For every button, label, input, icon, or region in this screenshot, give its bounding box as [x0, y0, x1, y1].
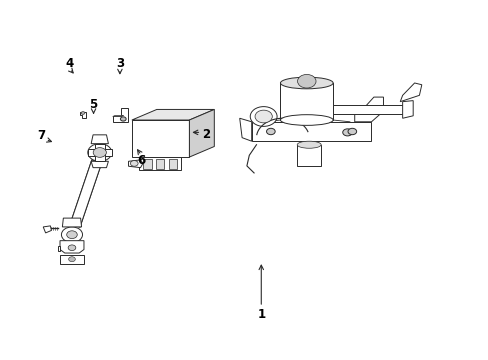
Polygon shape	[280, 83, 332, 120]
Polygon shape	[60, 255, 84, 264]
Polygon shape	[354, 97, 383, 122]
Polygon shape	[91, 135, 108, 144]
Polygon shape	[58, 246, 60, 251]
Polygon shape	[88, 149, 112, 156]
Ellipse shape	[280, 115, 332, 125]
Text: 6: 6	[137, 154, 145, 167]
Polygon shape	[168, 159, 177, 169]
Polygon shape	[43, 226, 51, 233]
Polygon shape	[139, 157, 181, 171]
Circle shape	[66, 231, 77, 239]
Polygon shape	[112, 108, 128, 122]
Circle shape	[88, 144, 112, 161]
Polygon shape	[239, 118, 251, 141]
Polygon shape	[189, 109, 214, 157]
Text: 3: 3	[116, 57, 124, 70]
Polygon shape	[60, 241, 84, 253]
Polygon shape	[132, 109, 214, 120]
Polygon shape	[402, 100, 412, 118]
Text: 7: 7	[37, 129, 45, 143]
Polygon shape	[70, 160, 102, 227]
Circle shape	[68, 257, 75, 262]
Polygon shape	[112, 116, 123, 117]
Circle shape	[130, 161, 138, 166]
Circle shape	[266, 128, 275, 135]
Ellipse shape	[280, 77, 332, 89]
Text: 2: 2	[202, 128, 210, 141]
Circle shape	[342, 129, 351, 136]
Circle shape	[250, 107, 277, 126]
Circle shape	[347, 128, 356, 135]
Polygon shape	[91, 161, 108, 168]
Polygon shape	[132, 120, 189, 157]
Polygon shape	[142, 159, 151, 169]
Circle shape	[68, 245, 76, 251]
Polygon shape	[62, 218, 81, 227]
Polygon shape	[332, 105, 402, 114]
Circle shape	[81, 112, 85, 114]
Circle shape	[255, 110, 272, 123]
Circle shape	[120, 117, 126, 121]
Text: 5: 5	[89, 98, 98, 111]
Polygon shape	[399, 83, 421, 102]
Ellipse shape	[297, 141, 321, 148]
Polygon shape	[251, 122, 371, 141]
Polygon shape	[156, 159, 164, 169]
Circle shape	[93, 148, 106, 157]
Polygon shape	[128, 160, 142, 168]
Polygon shape	[80, 112, 86, 118]
Circle shape	[61, 227, 82, 242]
Circle shape	[297, 75, 315, 88]
Text: 4: 4	[65, 57, 74, 70]
Text: 1: 1	[257, 307, 265, 320]
Polygon shape	[95, 144, 104, 161]
Polygon shape	[297, 145, 321, 166]
